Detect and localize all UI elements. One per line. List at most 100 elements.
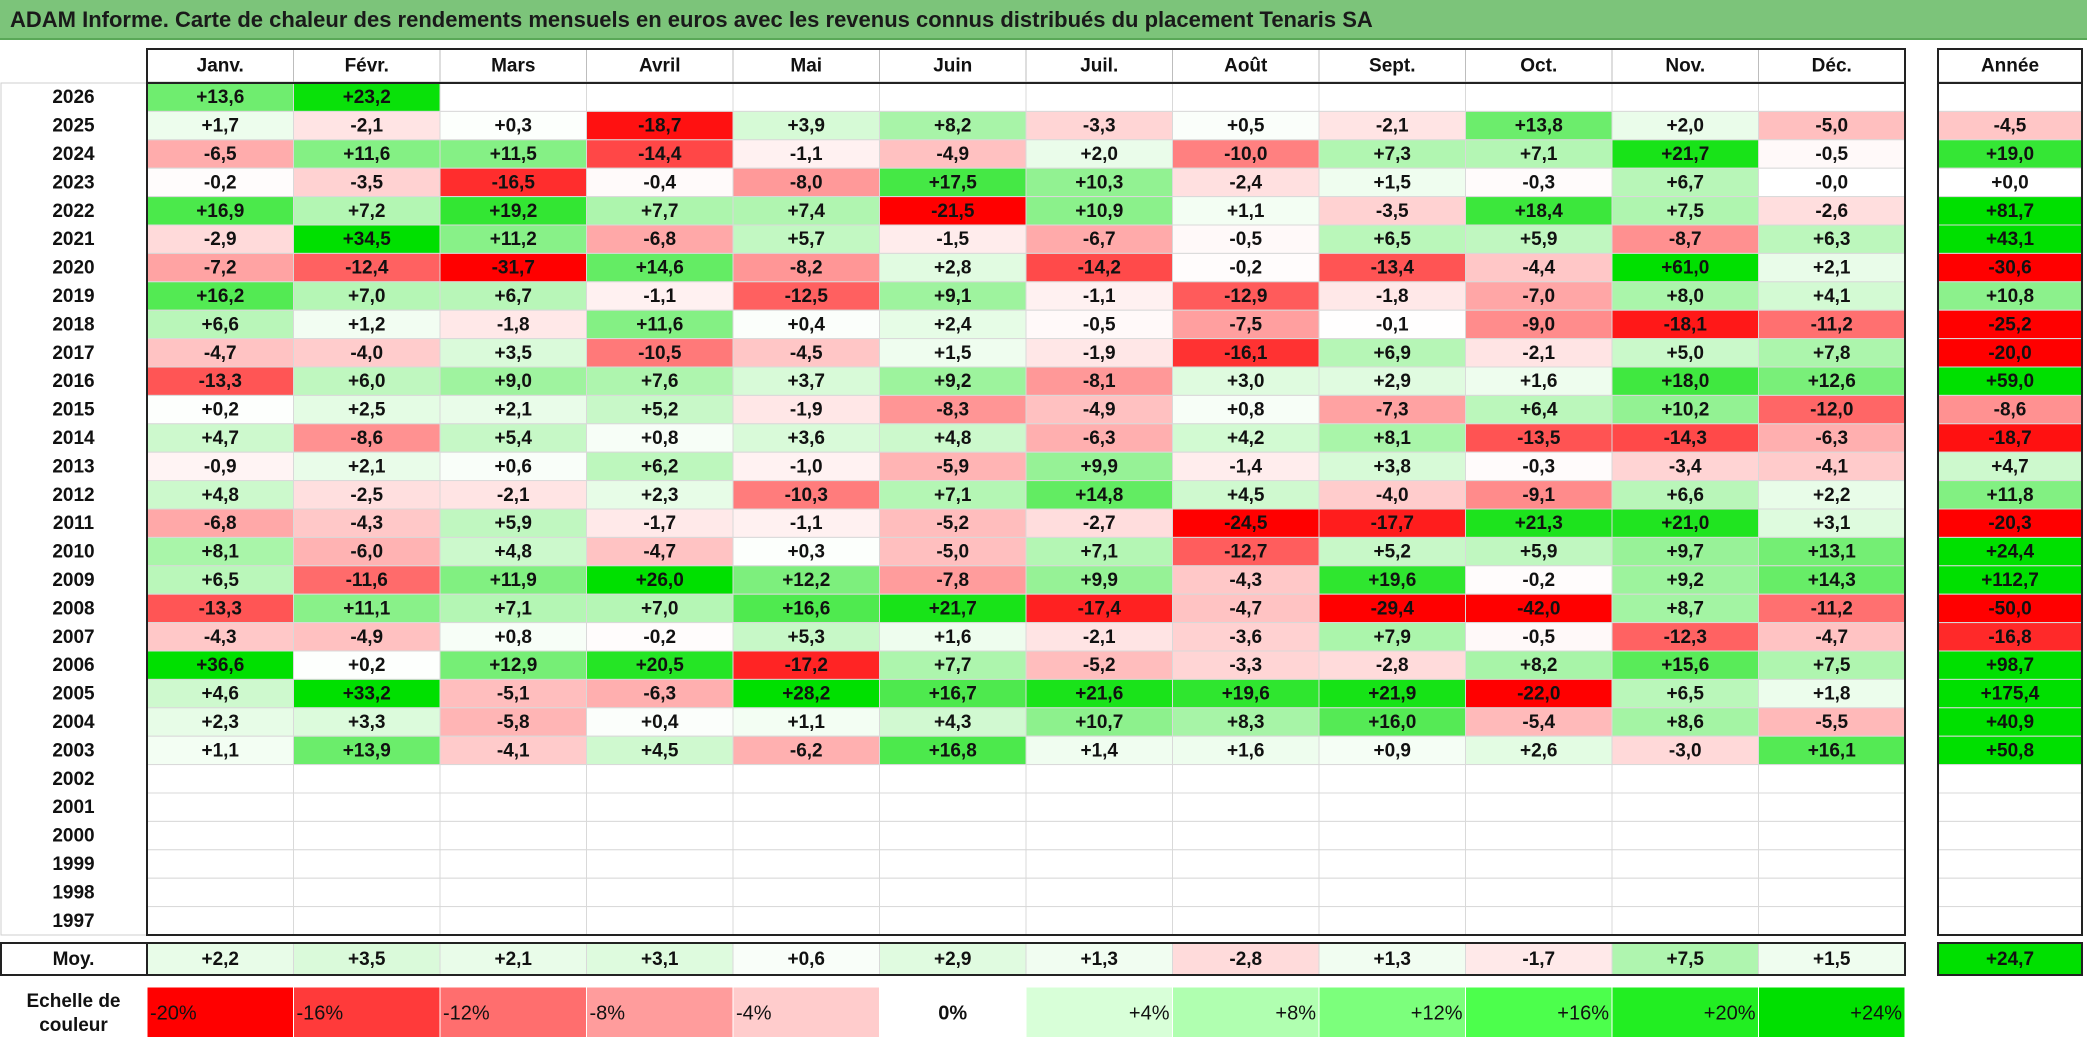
- heatmap-cell: [1465, 110, 1613, 141]
- annual-value: +10,8: [1986, 286, 2034, 307]
- heatmap-cell: [1758, 906, 1906, 936]
- month-header-label: Mars: [491, 56, 535, 77]
- heatmap-cell: [1611, 423, 1759, 453]
- month-header-cell: [1611, 48, 1759, 83]
- cell-value: -10,3: [785, 485, 828, 506]
- scale-swatch: [1758, 986, 1906, 1037]
- cell-value: +6,4: [1520, 400, 1558, 421]
- cell-value: -1,1: [643, 286, 676, 307]
- cell-value: +14,8: [1075, 485, 1123, 506]
- heatmap-cell: [293, 536, 441, 567]
- heatmap-cell: [732, 196, 880, 226]
- heatmap-cell: [1465, 196, 1613, 226]
- cell-value: -9,0: [1522, 314, 1555, 335]
- cell-value: -7,2: [204, 258, 237, 279]
- scale-label-value: +8%: [1275, 1002, 1316, 1024]
- heatmap-cell: [586, 394, 734, 425]
- cell-value: +7,9: [1373, 627, 1411, 648]
- heatmap-cell: [1611, 224, 1759, 254]
- cell-value: +4,2: [1227, 428, 1265, 449]
- cell-value: +7,1: [1080, 542, 1118, 563]
- heatmap-cell: [1465, 480, 1613, 510]
- heatmap-cell: [1025, 480, 1173, 510]
- month-header-label: Janv.: [197, 56, 244, 77]
- cell-value: -8,7: [1669, 229, 1702, 250]
- cell-value: +6,9: [1373, 343, 1411, 364]
- cell-value: +4,5: [1227, 485, 1265, 506]
- year-label: 2002: [52, 769, 94, 790]
- cell-value: -4,3: [350, 513, 383, 534]
- heatmap-cell: [1172, 139, 1320, 169]
- cell-value: -6,0: [350, 542, 383, 563]
- heatmap-cell: [1465, 764, 1613, 794]
- cell-value: +2,3: [201, 712, 239, 733]
- cell-value: +8,7: [1666, 598, 1704, 619]
- cell-value: +7,7: [641, 201, 679, 222]
- annual-cell: [1937, 309, 2083, 340]
- heatmap-cell: [879, 849, 1027, 879]
- average-cell: [586, 942, 734, 976]
- cell-value: -12,5: [785, 286, 829, 307]
- cell-value: -5,9: [936, 456, 969, 477]
- month-header-label: Juin: [933, 56, 972, 77]
- cell-value: +11,9: [490, 570, 537, 591]
- heatmap-cell: [879, 281, 1027, 311]
- year-label: 2008: [52, 598, 94, 619]
- heatmap-cell: [1025, 877, 1173, 908]
- cell-value: -0,2: [1229, 258, 1262, 279]
- average-frame: [146, 942, 1906, 976]
- year-label: 2003: [52, 740, 94, 761]
- heatmap-cell: [293, 366, 441, 396]
- cell-value: -12,3: [1664, 627, 1707, 648]
- heatmap-cell: [1172, 309, 1320, 340]
- cell-value: -0,3: [1522, 456, 1555, 477]
- cell-value: -31,7: [492, 258, 535, 279]
- cell-value: -12,0: [1810, 400, 1853, 421]
- cell-value: +9,9: [1080, 456, 1118, 477]
- average-value: +0,6: [787, 949, 825, 970]
- cell-value: +34,5: [343, 229, 392, 250]
- annual-value: -25,2: [1988, 314, 2031, 335]
- heatmap-cell: [146, 906, 294, 936]
- cell-value: +5,9: [1520, 229, 1558, 250]
- cell-value: +8,2: [1520, 655, 1558, 676]
- heatmap-cell: [1611, 508, 1759, 538]
- annual-value: -16,8: [1988, 627, 2031, 648]
- heatmap-cell: [146, 536, 294, 567]
- heatmap-cell: [1758, 82, 1906, 112]
- annual-cell: [1937, 508, 2083, 538]
- cell-value: +2,1: [494, 400, 532, 421]
- cell-value: +2,5: [348, 400, 386, 421]
- heatmap-cell: [732, 735, 880, 766]
- annual-cell: [1937, 593, 2083, 624]
- annual-value: +50,8: [1986, 740, 2034, 761]
- heatmap-cell: [1758, 650, 1906, 680]
- average-value: +7,5: [1666, 949, 1704, 970]
- cell-value: +13,1: [1808, 542, 1857, 563]
- heatmap-cell: [146, 820, 294, 851]
- year-label: 2009: [52, 570, 94, 591]
- heatmap-cell: [586, 451, 734, 482]
- annual-value: +175,4: [1981, 684, 2040, 705]
- heatmap-cell: [1611, 139, 1759, 169]
- scale-label-value: -20%: [150, 1002, 197, 1024]
- annual-value: -20,3: [1988, 513, 2031, 534]
- cell-value: +6,5: [1666, 684, 1704, 705]
- heatmap-cell: [879, 309, 1027, 340]
- cell-value: +21,0: [1661, 513, 1709, 534]
- heatmap-cell: [879, 110, 1027, 141]
- cell-value: +1,4: [1080, 740, 1118, 761]
- cell-value: +5,2: [641, 400, 679, 421]
- cell-value: +1,6: [1520, 371, 1558, 392]
- cell-value: +2,6: [1520, 740, 1558, 761]
- cell-value: -7,8: [936, 570, 969, 591]
- heatmap-cell: [1318, 281, 1466, 311]
- cell-value: -4,7: [643, 542, 676, 563]
- heatmap-cell: [1025, 565, 1173, 595]
- average-value: +1,5: [1813, 949, 1851, 970]
- annual-value: -8,6: [1994, 400, 2027, 421]
- heatmap-cell: [1318, 224, 1466, 254]
- heatmap-cell: [1318, 338, 1466, 368]
- cell-value: +7,1: [494, 598, 532, 619]
- heatmap-cell: [586, 196, 734, 226]
